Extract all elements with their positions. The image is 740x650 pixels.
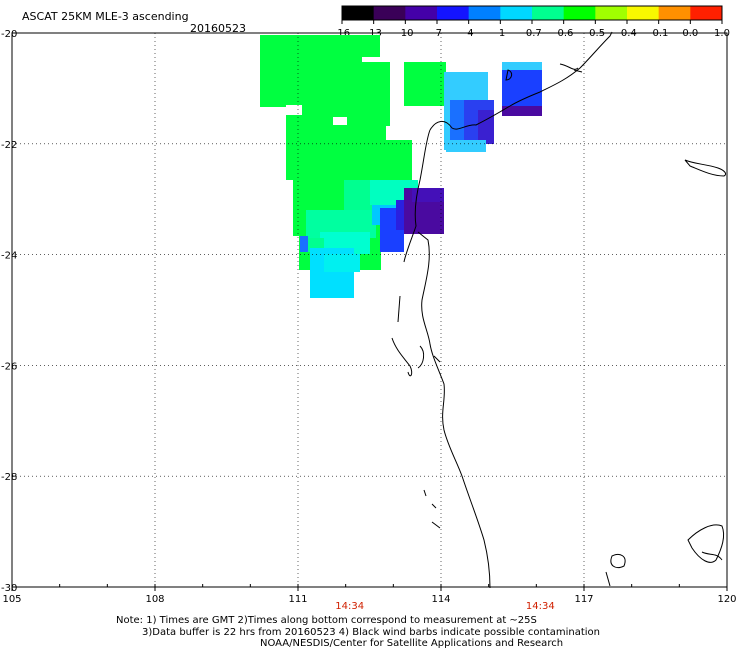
note-line-3: NOAA/NESDIS/Center for Satellite Applica… [260, 638, 564, 649]
colorbar-swatch [690, 6, 723, 20]
lon-tick-label: 108 [145, 594, 164, 605]
lat-tick-label: -28 [1, 472, 17, 483]
colorbar-swatch [658, 6, 691, 20]
swath-cell [502, 62, 542, 72]
swath-cell [502, 70, 542, 108]
colorbar [341, 5, 723, 21]
swath-cell [260, 35, 380, 107]
colorbar-swatch [563, 6, 596, 20]
swath-cell [502, 106, 542, 116]
colorbar-swatch [532, 6, 565, 20]
swath-cell [286, 105, 302, 115]
swath-cell [260, 35, 305, 41]
lon-tick-label: 105 [2, 594, 21, 605]
swath-cell [333, 117, 347, 125]
lat-tick-label: -22 [1, 140, 17, 151]
lat-tick-label: -24 [1, 251, 17, 262]
note-line-1: Note: 1) Times are GMT 2)Times along bot… [116, 615, 537, 626]
swath-cell [444, 72, 488, 100]
colorbar-swatch [405, 6, 438, 20]
pass-time-label: 14:34 [335, 601, 364, 612]
lon-tick-label: 111 [288, 594, 307, 605]
colorbar-swatch [468, 6, 501, 20]
colorbar-labels: -16 -13 -10 -7 -4 -1 -0.7 -0.6 -0.5 -0.4 -0.1 0.0 1.… [334, 20, 730, 39]
lat-tick-label: -26 [1, 361, 17, 372]
pass-time-label: 14:34 [526, 601, 555, 612]
swath-cell [286, 140, 412, 180]
axis-ticks: 105 108 111 114 117 120 -20 -22 -24 -26 -28 -30 14:3… [1, 29, 737, 612]
lat-tick-label: -30 [1, 583, 17, 594]
colorbar-swatch [500, 6, 533, 20]
date-label: 20160523 [190, 22, 246, 35]
colorbar-swatch [627, 6, 660, 20]
note-line-2: 3)Data buffer is 22 hrs from 20160523 4)… [142, 627, 600, 638]
lon-tick-label: 120 [717, 594, 736, 605]
colorbar-swatch [373, 6, 406, 20]
colorbar-swatch [342, 6, 375, 20]
colorbar-swatch [595, 6, 628, 20]
lon-tick-label: 114 [431, 594, 450, 605]
swath-cell [324, 254, 360, 272]
swath-cell [300, 236, 308, 252]
wind-swath [260, 35, 542, 298]
swath-cell [446, 140, 486, 152]
lat-tick-label: -20 [1, 29, 17, 40]
swath-cell [478, 110, 494, 144]
swath-cell [404, 62, 446, 106]
product-title: ASCAT 25KM MLE-3 ascending [22, 10, 189, 23]
lon-tick-label: 117 [574, 594, 593, 605]
colorbar-swatch [437, 6, 470, 20]
coastline [391, 31, 727, 589]
swath-cell [412, 188, 444, 202]
plot-frame [11, 32, 728, 588]
